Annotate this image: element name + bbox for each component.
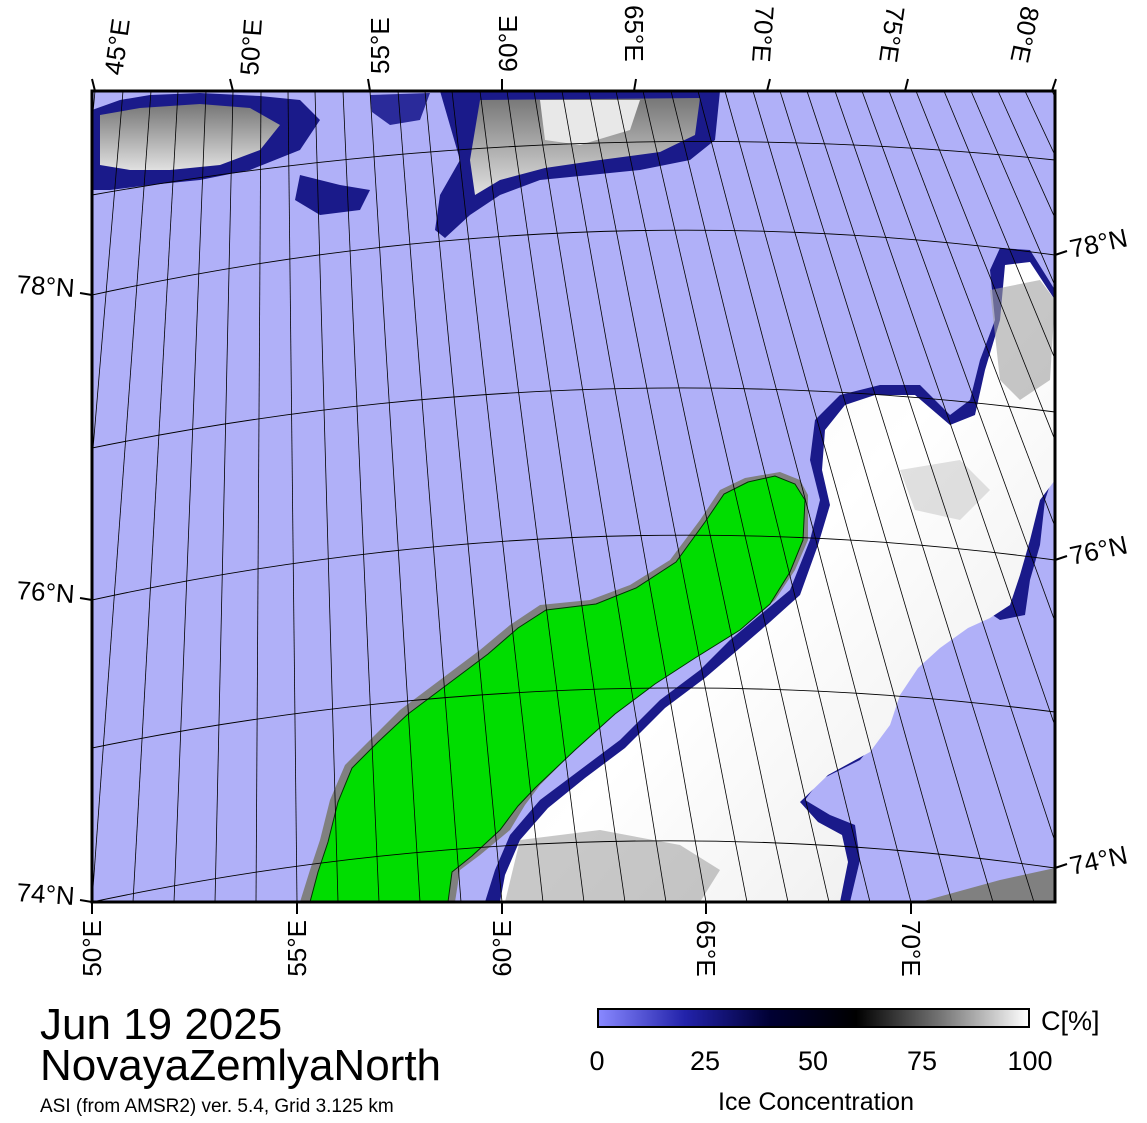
colorbar-tick: 50 xyxy=(797,1046,829,1076)
graticule-meridians xyxy=(92,91,1055,902)
top-lon-label: 80°E xyxy=(1004,4,1045,66)
colorbar-tick: 100 xyxy=(1007,1046,1053,1076)
left-lat-labels: 78°N 76°N 74°N xyxy=(16,269,76,911)
right-lat-labels: 78°N 76°N 74°N xyxy=(1067,222,1130,880)
bottom-lon-label: 70°E xyxy=(896,920,926,977)
franz-josef-land-ice xyxy=(92,91,720,238)
top-lon-label: 55°E xyxy=(365,17,395,74)
top-lon-label: 70°E xyxy=(746,5,780,64)
novaya-zemlya-land xyxy=(300,472,808,902)
map-region-title: NovayaZemlyaNorth xyxy=(40,1041,442,1090)
top-lon-label: 45°E xyxy=(98,17,136,77)
left-lat-label: 76°N xyxy=(16,575,76,609)
bottom-lon-labels: 50°E 55°E 60°E 65°E 70°E xyxy=(77,920,926,977)
top-lon-label: 75°E xyxy=(873,4,911,64)
graticule-parallels xyxy=(92,141,1055,902)
bottom-lon-label: 60°E xyxy=(487,920,517,977)
tick-marks xyxy=(79,78,1068,914)
mainland-land xyxy=(920,868,1055,902)
colorbar-tick: 75 xyxy=(906,1046,938,1076)
bottom-lon-label: 55°E xyxy=(282,920,312,977)
colorbar-label: Ice Concentration xyxy=(718,1088,914,1116)
right-lat-label: 74°N xyxy=(1067,839,1130,880)
colorbar xyxy=(597,1008,1030,1028)
colorbar-tick: 25 xyxy=(689,1046,721,1076)
map-date: Jun 19 2025 xyxy=(40,1000,283,1049)
colorbar-unit: C[%] xyxy=(1041,1006,1100,1036)
top-lon-label: 50°E xyxy=(234,18,268,77)
map-subtitle: ASI (from AMSR2) ver. 5.4, Grid 3.125 km xyxy=(40,1096,394,1117)
map-frame xyxy=(90,89,1057,904)
left-lat-label: 78°N xyxy=(16,269,76,303)
left-lat-label: 74°N xyxy=(16,877,76,911)
bottom-lon-label: 50°E xyxy=(77,920,107,977)
colorbar-tick: 0 xyxy=(589,1046,605,1076)
top-lon-label: 65°E xyxy=(619,5,649,62)
right-lat-label: 78°N xyxy=(1067,222,1130,263)
bottom-lon-label: 65°E xyxy=(691,920,721,977)
top-lon-label: 60°E xyxy=(493,15,523,72)
top-lon-labels: 45°E 50°E 55°E 60°E 65°E 70°E 75°E 80°E xyxy=(98,4,1045,77)
right-lat-label: 76°N xyxy=(1067,529,1130,570)
